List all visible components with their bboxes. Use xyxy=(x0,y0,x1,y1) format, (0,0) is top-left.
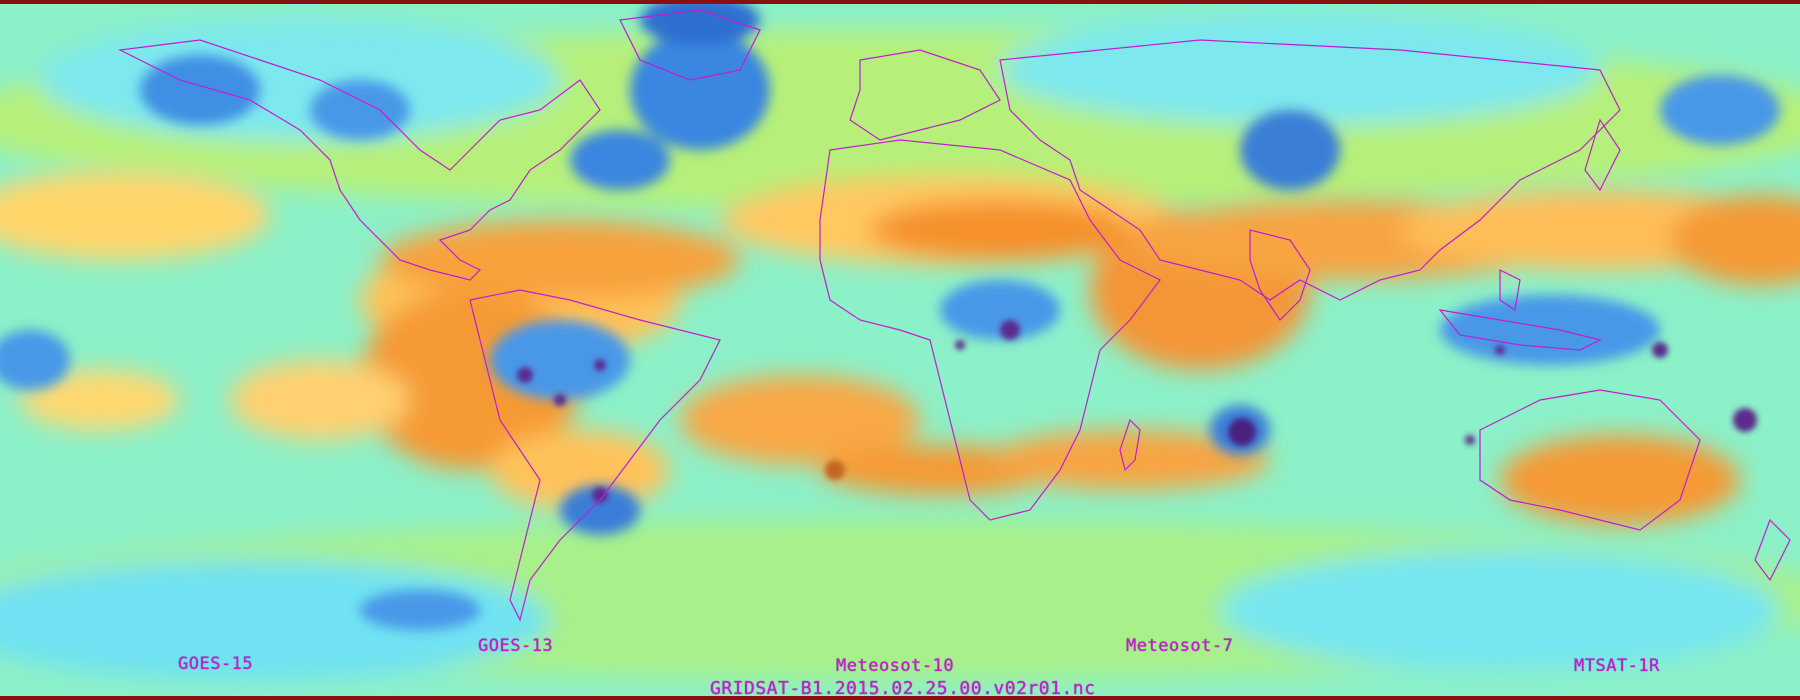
coast-asia xyxy=(999,39,1621,301)
satellite-label-meteosat7: Meteosot-7 xyxy=(1126,636,1234,656)
deep-convection xyxy=(517,320,1757,503)
dataset-filename: GRIDSAT-B1.2015.02.25.00.v02r01.nc xyxy=(710,678,1096,699)
coast-indonesia xyxy=(1438,309,1602,351)
polar-edge-top xyxy=(0,0,1800,4)
coast-india xyxy=(1249,229,1311,321)
coast-north-america xyxy=(117,39,601,281)
coast-australia xyxy=(1479,389,1701,531)
satellite-label-meteosat10: Meteosot-10 xyxy=(836,656,955,676)
coast-greenland xyxy=(619,9,761,81)
coast-europe xyxy=(849,49,1001,141)
coast-south-america xyxy=(469,289,721,622)
coast-philippines xyxy=(1499,269,1521,312)
coast-new-zealand xyxy=(1754,518,1791,582)
satellite-label-mtsat1r: MTSAT-1R xyxy=(1574,656,1660,676)
moisture-bands xyxy=(0,15,1800,680)
dry-bands xyxy=(0,170,1800,525)
coastlines xyxy=(117,9,1791,622)
coast-africa xyxy=(819,139,1161,521)
cloud-regions xyxy=(0,0,1780,630)
satellite-label-goes15: GOES-15 xyxy=(178,654,254,674)
coast-madagascar xyxy=(1119,418,1141,472)
satellite-label-goes13: GOES-13 xyxy=(478,636,554,656)
coast-japan xyxy=(1584,118,1621,192)
polar-edge-bottom xyxy=(0,696,1800,700)
